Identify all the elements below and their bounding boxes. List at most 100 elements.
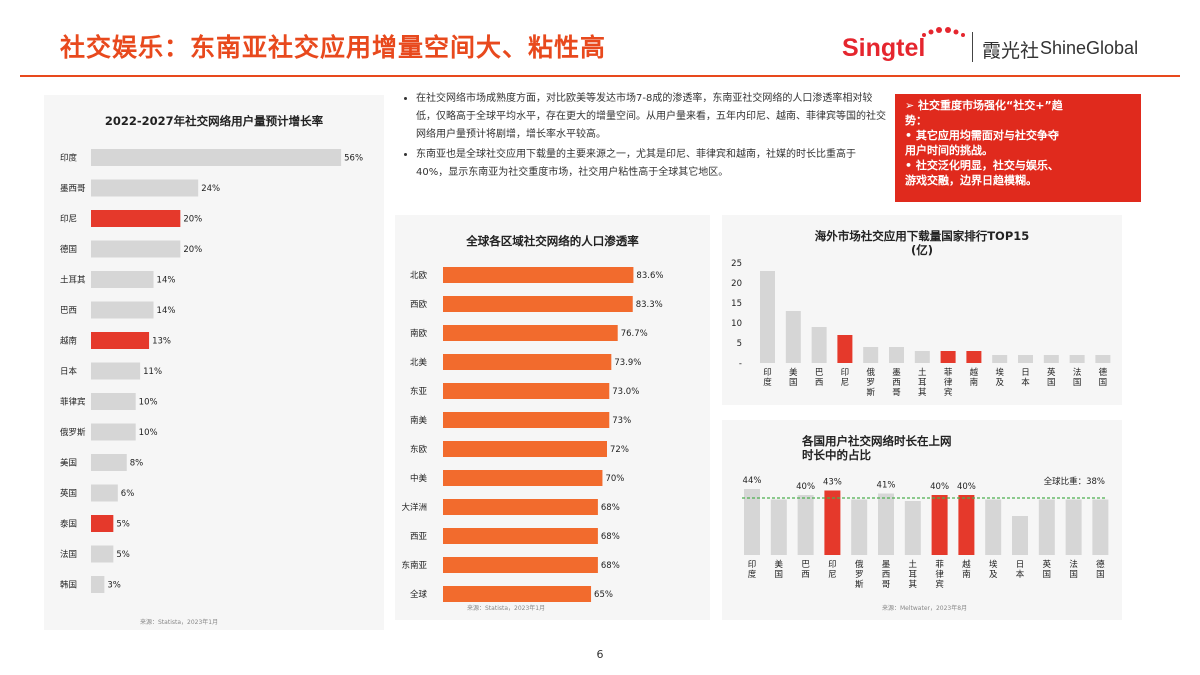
value-label: 56% xyxy=(344,154,363,164)
logo-en: ShineGlobal xyxy=(1040,38,1139,58)
category-label-char: 本 xyxy=(1021,377,1030,388)
category-label-char: 耳 xyxy=(918,378,927,388)
category-label-char: 罗 xyxy=(855,570,864,580)
category-label-char: 法 xyxy=(1069,559,1078,570)
category-label-char: 尼 xyxy=(828,570,837,580)
value-label: 13% xyxy=(152,337,171,347)
bar xyxy=(91,515,114,532)
category-label-char: 西 xyxy=(815,378,824,388)
category-label-char: 度 xyxy=(763,377,772,388)
value-label: 10% xyxy=(139,428,158,438)
penetration-chart-panel: 全球各区域社交网络的人口渗透率 北欧 83.6% 西欧 83.3% 南欧 76.7% 北美 7… xyxy=(395,215,710,620)
value-label: 43% xyxy=(823,478,842,488)
insight-line: 势： xyxy=(905,114,927,127)
category-label-char: 其 xyxy=(909,580,918,590)
logo-divider xyxy=(972,32,973,62)
bar xyxy=(1092,499,1109,555)
downloads-chart-title-main: 海外市场社交应用下载量国家排行TOP15 xyxy=(814,229,1030,243)
insight-line: • 社交泛化明显，社交与娱乐、 xyxy=(905,159,1059,172)
bullet-item: 在社交网络市场成熟度方面，对比欧美等发达市场7-8成的渗透率，东南亚社交网络的人… xyxy=(416,90,888,144)
bar xyxy=(443,296,633,312)
bar xyxy=(443,499,598,515)
y-tick-label: 20 xyxy=(731,279,742,289)
category-label-char: 印 xyxy=(748,559,757,570)
category-label-char: 哥 xyxy=(892,388,901,398)
header-rule xyxy=(20,75,1180,77)
value-label: 68% xyxy=(601,503,620,513)
bar xyxy=(91,179,199,197)
value-label: 14% xyxy=(157,276,176,286)
category-label-char: 埃 xyxy=(989,559,998,570)
category-label-char: 国 xyxy=(789,378,798,388)
bar xyxy=(1065,499,1082,555)
category-label: 印度 xyxy=(60,153,78,164)
y-tick-label: 25 xyxy=(731,259,742,269)
category-label-char: 斯 xyxy=(866,387,875,398)
category-label: 英国 xyxy=(60,488,77,499)
category-label-char: 德 xyxy=(1099,367,1108,378)
category-label: 日本 xyxy=(60,366,78,377)
bar xyxy=(1069,355,1085,363)
category-label: 美国 xyxy=(60,458,77,469)
value-label: 73.0% xyxy=(612,387,639,397)
value-label: 6% xyxy=(121,489,135,499)
category-label-char: 国 xyxy=(1069,570,1078,580)
value-label: 68% xyxy=(601,561,620,571)
bar xyxy=(863,347,879,363)
value-label: 20% xyxy=(183,215,202,225)
category-label-char: 菲 xyxy=(944,367,953,378)
category-label-char: 越 xyxy=(962,559,971,570)
growth-chart-panel: 2022-2027年社交网络用户量预计增长率 印度 56% 墨西哥 24% 印尼 20% 德… xyxy=(44,95,384,630)
value-label: 70% xyxy=(605,474,624,484)
category-label-char: 其 xyxy=(918,388,927,398)
category-label: 南美 xyxy=(410,415,428,426)
value-label: 24% xyxy=(201,184,220,194)
category-label: 越南 xyxy=(60,336,77,347)
category-label-char: 及 xyxy=(995,378,1004,388)
logo-dots-icon xyxy=(922,27,965,37)
bar xyxy=(91,149,342,166)
downloads-chart-title: 海外市场社交应用下载量国家排行TOP15 (亿) xyxy=(722,229,1122,257)
bar xyxy=(958,495,975,555)
value-label: 44% xyxy=(743,476,762,486)
bar xyxy=(443,470,603,486)
category-label-char: 印 xyxy=(828,559,837,570)
category-label: 西欧 xyxy=(410,299,428,310)
summary-bullets: 在社交网络市场成熟度方面，对比欧美等发达市场7-8成的渗透率，东南亚社交网络的人… xyxy=(398,90,888,184)
category-label: 法国 xyxy=(60,549,77,560)
bar xyxy=(91,240,181,258)
bar xyxy=(91,454,127,471)
bar xyxy=(91,545,114,563)
category-label-char: 美 xyxy=(775,559,784,570)
category-label-char: 西 xyxy=(892,378,901,388)
category-label-char: 国 xyxy=(1043,570,1052,580)
category-label-char: 西 xyxy=(882,570,891,580)
category-label: 东欧 xyxy=(410,444,428,455)
category-label: 泰国 xyxy=(60,519,77,530)
category-label-char: 俄 xyxy=(866,367,875,378)
time-share-chart: 44% 印度 美国 40% 巴西 43% 印尼 俄罗斯 41% 墨西哥 土耳其 40% 菲律宾 40% 越南… xyxy=(742,476,1109,590)
category-label-char: 英 xyxy=(1043,559,1052,570)
value-label: 8% xyxy=(130,459,144,469)
category-label: 墨西哥 xyxy=(60,184,86,194)
bar xyxy=(1043,355,1059,363)
logo-cn: 霞光社 xyxy=(982,40,1040,62)
bar xyxy=(851,499,868,555)
category-label-char: 哥 xyxy=(882,580,891,590)
value-label: 40% xyxy=(930,482,949,492)
category-label-char: 美 xyxy=(789,367,798,378)
value-label: 11% xyxy=(143,367,162,377)
value-label: 76.7% xyxy=(621,329,648,339)
category-label-char: 斯 xyxy=(855,579,864,590)
bar xyxy=(91,210,181,227)
bar xyxy=(91,484,118,502)
category-label-char: 日 xyxy=(1016,560,1025,570)
category-label-char: 俄 xyxy=(855,559,864,570)
category-label-char: 国 xyxy=(1096,570,1105,580)
y-tick-label: - xyxy=(739,359,742,369)
category-label: 巴西 xyxy=(60,306,77,316)
value-label: 5% xyxy=(116,550,130,560)
bar xyxy=(91,423,136,441)
bar xyxy=(443,354,612,370)
bar xyxy=(797,495,814,555)
